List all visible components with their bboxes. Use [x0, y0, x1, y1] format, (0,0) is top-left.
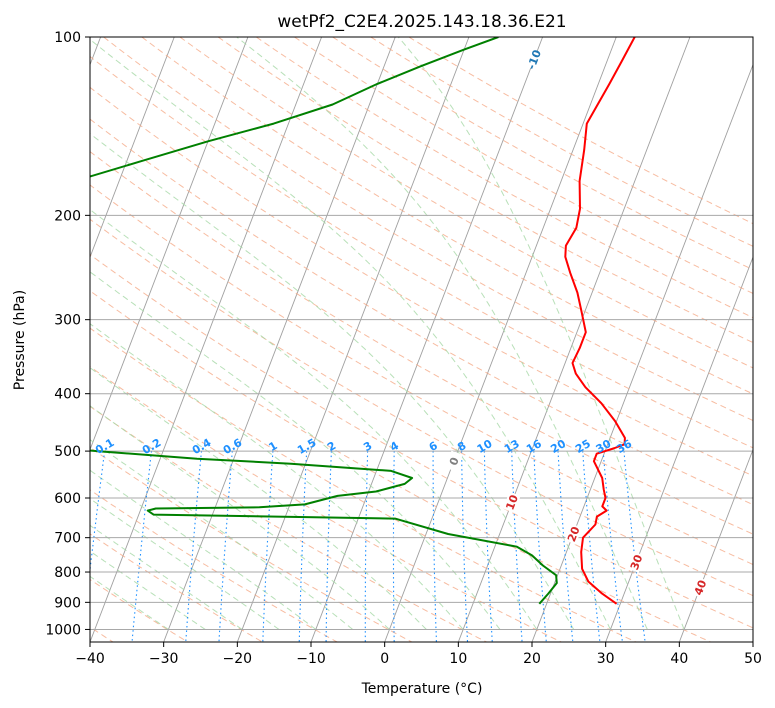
- mixing-ratio-line: [131, 451, 153, 642]
- x-axis-label: Temperature (°C): [361, 681, 483, 697]
- plot-frame: [89, 36, 754, 643]
- x-tick-label: −20: [223, 651, 253, 667]
- x-tick-label: 30: [597, 651, 615, 667]
- moist-adiabat-line: [90, 323, 464, 630]
- moist-adiabat-line: [90, 38, 611, 630]
- dry-adiabat-line: [90, 533, 263, 642]
- isotherm-label-bg: [502, 491, 521, 513]
- x-tick-label: 10: [449, 651, 467, 667]
- x-tick-label: −40: [75, 651, 105, 667]
- isotherm-line: [90, 37, 249, 451]
- mixing-ratio-line: [582, 451, 601, 642]
- isotherm-label-bg: [627, 551, 646, 573]
- plot-background: [90, 37, 753, 642]
- isotherm-label: 10: [503, 493, 521, 512]
- moist-adiabat-line: [236, 37, 648, 630]
- moist-adiabat-line: [90, 133, 575, 630]
- y-tick-label: 200: [54, 208, 81, 224]
- mixing-ratio-line: [511, 451, 523, 642]
- x-tick-label: 40: [670, 651, 688, 667]
- dry-adiabat-line: [90, 578, 188, 642]
- mixing-ratio-line: [461, 451, 469, 642]
- dry-adiabat-line: [90, 327, 637, 642]
- y-tick-label: 900: [54, 595, 81, 611]
- moist-adiabat-line: [90, 575, 169, 630]
- moist-adiabat-line: [90, 208, 538, 630]
- mixing-ratio-line: [557, 451, 574, 642]
- dry-adiabat-line: [90, 184, 753, 566]
- isotherm-line: [90, 37, 175, 259]
- x-axis-ticks: −40 −30 −20 −10 0 10 20 30 40 50: [75, 642, 762, 667]
- mixing-ratio-line: [602, 451, 623, 642]
- x-tick-label: 50: [744, 651, 762, 667]
- moist-adiabat-line: [90, 550, 206, 630]
- isotherm-line: [236, 37, 470, 642]
- dry-adiabat-line: [90, 489, 338, 642]
- moist-adiabat-line: [90, 405, 390, 630]
- isotherm-label: 30: [628, 553, 646, 572]
- y-tick-label: 400: [54, 387, 81, 403]
- isotherm-line: [384, 37, 617, 642]
- x-tick-label: 20: [523, 651, 541, 667]
- moist-adiabat-line: [397, 37, 685, 630]
- y-tick-label: 700: [54, 531, 81, 547]
- mixing-ratio-line: [325, 451, 332, 642]
- mixing-ratio-line: [364, 451, 369, 642]
- mixing-ratio-line: [90, 451, 106, 575]
- reference-lines: [90, 37, 753, 642]
- x-tick-label: −10: [296, 651, 326, 667]
- isotherm-label-bg: [445, 450, 463, 472]
- dry-adiabat-line: [90, 253, 753, 629]
- isotherm-label-bg: [525, 48, 543, 71]
- y-tick-label: 300: [54, 313, 81, 329]
- isotherm-line: [90, 37, 323, 642]
- sounding-series: [90, 37, 636, 605]
- mixing-ratio-line: [392, 451, 395, 642]
- mixing-ratio-line: [185, 451, 203, 642]
- mixing-ratio-line: [218, 451, 233, 642]
- moist-adiabat-line: [90, 439, 353, 630]
- y-tick-label: 600: [54, 491, 81, 507]
- pressure-gridlines: [90, 36, 753, 630]
- mixing-ratio-line: [483, 451, 493, 642]
- moist-adiabat-line: [90, 498, 280, 630]
- temperature-profile: [564, 37, 636, 605]
- dry-adiabat-line: [90, 218, 753, 597]
- mixing-ratio-line: [298, 451, 308, 642]
- dry-adiabat-line: [90, 366, 562, 642]
- x-tick-label: −30: [149, 651, 179, 667]
- isotherm-line: [678, 448, 753, 642]
- isotherm-label: 40: [692, 578, 710, 597]
- dry-adiabat-line: [90, 405, 487, 642]
- isotherm-line: [605, 255, 753, 642]
- isotherm-label-bg: [564, 523, 583, 545]
- dry-adiabat-line: [90, 151, 753, 535]
- y-tick-label: 1000: [45, 622, 81, 638]
- dry-adiabat-line: [90, 290, 711, 642]
- dewpoint-profile: [90, 37, 558, 605]
- y-tick-label: 100: [54, 30, 81, 46]
- dry-adiabat-line: [90, 446, 413, 642]
- x-tick-label: 0: [380, 651, 389, 667]
- isotherm-line: [457, 37, 691, 642]
- y-axis-ticks: 100 200 300 400 500 600 700 800 900 1000: [45, 30, 90, 638]
- moist-adiabat-line: [90, 271, 501, 630]
- y-axis-label: Pressure (hPa): [12, 290, 28, 390]
- plot-area: [90, 37, 753, 642]
- chart-title: wetPf2_C2E4.2025.143.18.36.E21: [277, 12, 566, 32]
- moist-adiabat-line: [90, 524, 243, 630]
- mixing-ratio-line: [262, 451, 274, 642]
- y-tick-label: 500: [54, 444, 81, 460]
- mixing-ratio-line: [432, 451, 437, 642]
- isotherm-label: 20: [565, 524, 583, 543]
- y-tick-label: 800: [54, 565, 81, 581]
- isotherm-label-bg: [691, 577, 709, 599]
